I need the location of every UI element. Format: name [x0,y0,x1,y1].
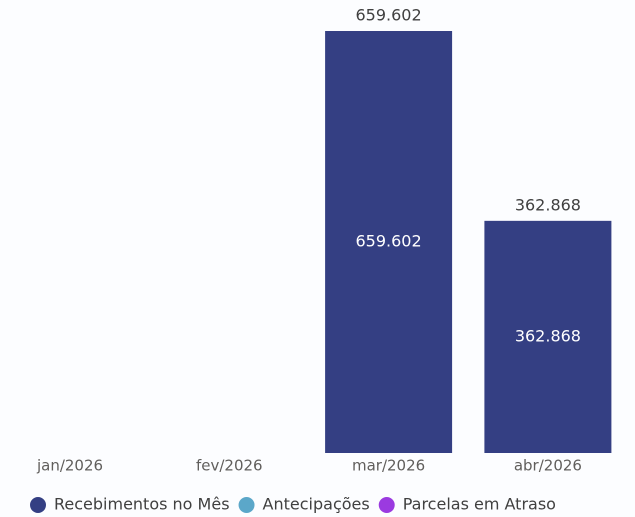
x-tick-label: abr/2026 [514,457,582,475]
total-label: 659.602 [356,6,422,25]
legend-label: Recebimentos no Mês [54,495,230,514]
legend-label: Antecipações [263,495,370,514]
legend-label: Parcelas em Atraso [403,495,556,514]
data-label: 659.602 [356,232,422,251]
legend-marker [378,497,395,513]
x-tick-label: fev/2026 [196,457,263,475]
bar [325,31,453,453]
x-tick-label: mar/2026 [352,457,425,475]
legend-marker [238,497,255,513]
total-label: 362.868 [515,195,581,214]
data-label: 362.868 [515,326,581,345]
x-tick-label: jan/2026 [36,457,103,475]
legend-marker [30,497,46,513]
bar [484,220,612,453]
